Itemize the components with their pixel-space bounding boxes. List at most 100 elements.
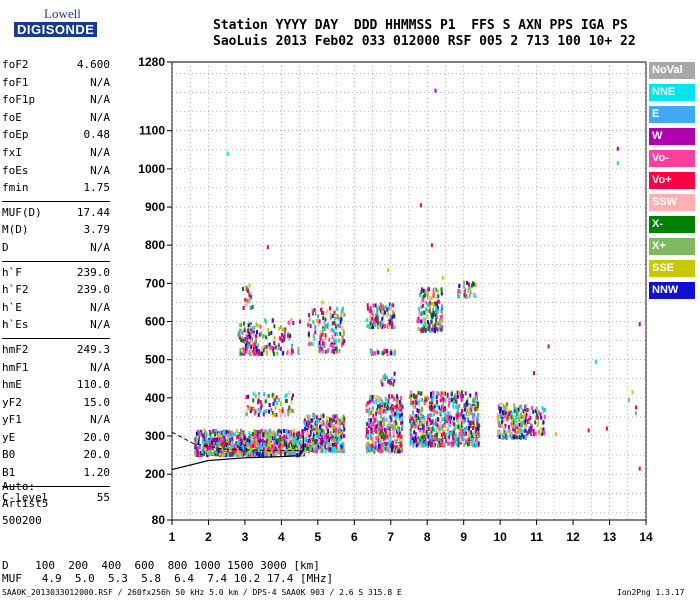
echo-dot bbox=[274, 345, 277, 350]
echo-dot bbox=[253, 408, 256, 413]
echo-dot bbox=[280, 412, 282, 417]
echo-dot bbox=[242, 430, 245, 435]
echo-dot bbox=[247, 445, 250, 450]
echo-dot bbox=[275, 401, 278, 406]
echo-dot bbox=[393, 349, 396, 354]
echo-dot bbox=[382, 382, 385, 387]
echo-dot bbox=[383, 421, 386, 426]
echo-dot bbox=[322, 442, 325, 447]
echo-dot bbox=[377, 437, 380, 442]
echo-dot bbox=[395, 421, 398, 426]
echo-dot bbox=[273, 341, 276, 345]
echo-dot bbox=[245, 346, 248, 351]
echo-dot bbox=[275, 444, 278, 449]
echo-point-nne bbox=[616, 161, 619, 166]
param-value: 3.79 bbox=[83, 223, 111, 237]
echo-dot bbox=[425, 430, 428, 435]
echo-dot bbox=[313, 428, 316, 432]
echo-dot bbox=[400, 426, 403, 431]
echo-dot bbox=[421, 423, 424, 428]
echo-dot bbox=[252, 342, 255, 347]
echo-dot bbox=[263, 442, 266, 447]
echo-dot bbox=[383, 416, 386, 421]
echo-dot bbox=[267, 327, 270, 332]
echo-dot bbox=[438, 405, 441, 410]
echo-dot bbox=[292, 409, 295, 413]
echo-dot bbox=[308, 342, 311, 347]
echo-dot bbox=[392, 444, 394, 449]
echo-dot bbox=[252, 332, 255, 337]
echo-dot bbox=[224, 453, 227, 458]
echo-dot bbox=[340, 449, 343, 454]
echo-dot bbox=[397, 433, 400, 438]
echo-dot bbox=[393, 430, 396, 435]
y-tick-label: 700 bbox=[145, 276, 165, 290]
echo-dot bbox=[209, 449, 212, 454]
echo-dot bbox=[288, 437, 291, 442]
echo-dot bbox=[281, 444, 283, 449]
echo-dot bbox=[470, 420, 472, 425]
echo-dot bbox=[327, 442, 330, 447]
echo-dot bbox=[304, 421, 306, 426]
param-row-hme: hmE 110.0 bbox=[2, 378, 110, 396]
echo-dot bbox=[471, 432, 474, 437]
echo-dot bbox=[420, 287, 423, 292]
echo-dot bbox=[506, 415, 509, 420]
echo-dot bbox=[424, 311, 427, 316]
echo-dot bbox=[472, 441, 475, 446]
echo-dot bbox=[366, 442, 369, 447]
param-row-hf2: h`F2 239.0 bbox=[2, 283, 110, 301]
echo-dot bbox=[543, 430, 545, 435]
echo-dot bbox=[417, 413, 420, 418]
echo-point-vo+ bbox=[430, 243, 433, 248]
software-version: Ion2Png 1.3.17 bbox=[617, 588, 685, 597]
param-key: foF1 bbox=[2, 75, 29, 89]
echo-dot bbox=[245, 334, 248, 339]
echo-dot bbox=[393, 447, 396, 451]
echo-dot bbox=[432, 308, 434, 313]
echo-dot bbox=[431, 327, 434, 332]
echo-dot bbox=[209, 431, 212, 436]
echo-dot bbox=[202, 443, 205, 448]
echo-dot bbox=[327, 326, 330, 331]
echo-dot bbox=[389, 319, 392, 324]
echo-dot bbox=[329, 436, 332, 441]
echo-dot bbox=[324, 333, 327, 338]
echo-dot bbox=[253, 433, 256, 437]
x-tick-label: 9 bbox=[460, 530, 467, 544]
auto-label: Auto: bbox=[2, 480, 36, 493]
echo-dot bbox=[371, 439, 374, 444]
echo-dot bbox=[339, 324, 342, 329]
echo-dot bbox=[323, 429, 325, 434]
echo-dot bbox=[389, 422, 391, 427]
echo-dot bbox=[534, 431, 537, 436]
echo-dot bbox=[437, 438, 440, 443]
echo-dot bbox=[289, 446, 292, 451]
echo-dot bbox=[335, 426, 338, 431]
echo-dot bbox=[428, 324, 431, 329]
echo-dot bbox=[245, 285, 248, 290]
echo-dot bbox=[273, 412, 276, 417]
echo-dot bbox=[439, 394, 442, 399]
echo-dot bbox=[392, 422, 395, 427]
echo-dot bbox=[434, 313, 437, 318]
echo-dot bbox=[377, 350, 380, 355]
echo-dot bbox=[526, 408, 529, 412]
x-tick-label: 12 bbox=[566, 530, 580, 544]
echo-dot bbox=[521, 420, 524, 425]
echo-dot bbox=[380, 309, 382, 314]
echo-dot bbox=[377, 324, 380, 329]
echo-dot bbox=[298, 432, 301, 437]
echo-dot bbox=[261, 349, 264, 354]
echo-dot bbox=[401, 424, 404, 429]
x-tick-label: 8 bbox=[424, 530, 431, 544]
echo-dot bbox=[371, 431, 374, 435]
echo-dot bbox=[430, 443, 433, 448]
echo-dot bbox=[390, 380, 392, 385]
echo-dot bbox=[334, 316, 337, 321]
echo-dot bbox=[373, 427, 376, 432]
echo-dot bbox=[517, 414, 520, 419]
param-row-fof2: foF2 4.600 bbox=[2, 58, 110, 76]
echo-dot bbox=[308, 317, 311, 322]
echo-dot bbox=[538, 431, 541, 436]
